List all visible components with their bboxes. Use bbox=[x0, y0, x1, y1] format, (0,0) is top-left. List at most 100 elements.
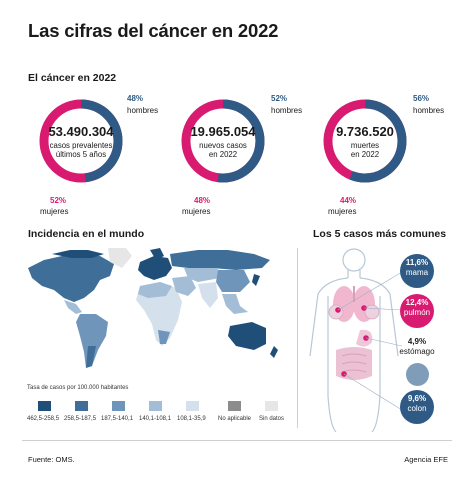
donut-ring bbox=[39, 99, 123, 183]
map-region-europe bbox=[138, 256, 172, 280]
map-region-north-america bbox=[28, 254, 114, 302]
legend-label: 140,1-108,1 bbox=[139, 416, 172, 422]
body-arms bbox=[309, 277, 399, 357]
organ-intestines bbox=[336, 347, 372, 380]
agency-credit: Agencia EFE bbox=[404, 455, 448, 464]
donut-ring bbox=[323, 99, 407, 183]
donut-men-arc bbox=[39, 99, 123, 183]
map-region-scandinavia bbox=[150, 248, 164, 260]
men-label: hombres bbox=[271, 106, 303, 115]
donut-label-line: casos prevalentes bbox=[49, 141, 113, 150]
women-pct: 48% bbox=[194, 196, 211, 205]
map-region-central-asia bbox=[184, 268, 220, 282]
legend-label: Sin datos bbox=[259, 416, 285, 422]
case-circle bbox=[400, 254, 434, 288]
legend-swatch bbox=[186, 401, 199, 411]
donut-label-line: últimos 5 años bbox=[55, 150, 107, 159]
map-region-canada-north bbox=[52, 250, 104, 258]
women-label: mujeres bbox=[328, 207, 357, 216]
case-pct: 12,4% bbox=[405, 298, 429, 307]
women-pct: 52% bbox=[50, 196, 67, 205]
map-region-africa bbox=[136, 282, 182, 346]
case-pct: 4,9% bbox=[407, 337, 427, 346]
footer-divider bbox=[22, 440, 452, 441]
donut-chart-deaths: 9.736.520 muertes en 2022 bbox=[322, 98, 408, 184]
legend-swatch bbox=[228, 401, 241, 411]
map-region-southern-africa bbox=[158, 330, 170, 344]
legend-swatch bbox=[75, 401, 88, 411]
map-region-central-america bbox=[64, 300, 82, 314]
map-region-north-africa bbox=[138, 282, 172, 298]
case-circle-label: 9,6% colon bbox=[400, 394, 434, 413]
case-circle bbox=[400, 294, 434, 328]
connector-colon bbox=[343, 373, 403, 411]
map-region-japan bbox=[252, 274, 260, 286]
women-label: mujeres bbox=[40, 207, 69, 216]
donut-chart-prevalent: 53.490.304 casos prevalentes últimos 5 a… bbox=[38, 98, 124, 184]
case-circle bbox=[400, 390, 434, 424]
body-illustration bbox=[309, 248, 403, 432]
map-region-southeast-asia bbox=[222, 294, 248, 314]
legend-label: 187,5-140,1 bbox=[101, 416, 134, 422]
map-legend-title: Tasa de casos por 100.000 habitantes bbox=[27, 385, 129, 391]
legend-label: 258,5-187,5 bbox=[64, 416, 97, 422]
connector-lung bbox=[363, 307, 403, 311]
legend-label: No aplicable bbox=[218, 416, 252, 422]
map-region-australia bbox=[228, 322, 266, 350]
donut-label-line: en 2022 bbox=[350, 150, 380, 159]
donut-label-line: nuevos casos bbox=[199, 141, 247, 150]
legend-swatch bbox=[38, 401, 51, 411]
map-region-middle-east bbox=[172, 276, 196, 296]
donut-number: 9.736.520 bbox=[336, 124, 394, 139]
case-circle bbox=[406, 363, 429, 386]
men-pct: 52% bbox=[271, 94, 288, 103]
case-pct: 9,6% bbox=[407, 394, 427, 403]
donut-ring bbox=[181, 99, 265, 183]
men-label: hombres bbox=[413, 106, 445, 115]
men-pct: 56% bbox=[413, 94, 430, 103]
map-region-russia bbox=[170, 250, 270, 270]
women-label: mujeres bbox=[182, 207, 211, 216]
page-title: Las cifras del cáncer en 2022 bbox=[28, 20, 279, 41]
map-region-new-zealand bbox=[270, 346, 278, 358]
section-title-map: Incidencia en el mundo bbox=[28, 228, 145, 240]
donut-men-arc bbox=[181, 99, 265, 183]
donut-men-arc bbox=[323, 99, 407, 183]
map-region-greenland bbox=[108, 248, 132, 268]
case-name: estómago bbox=[399, 346, 435, 356]
legend-swatch bbox=[149, 401, 162, 411]
case-circle-label: 12,4% pulmón bbox=[400, 298, 434, 317]
world-incidence-map bbox=[28, 248, 278, 368]
source-note: Fuente: OMS. bbox=[28, 455, 75, 464]
section-title-cancer: El cáncer en 2022 bbox=[28, 72, 117, 84]
connector-mama bbox=[337, 271, 403, 311]
map-region-south-america bbox=[76, 314, 108, 368]
body-head bbox=[342, 248, 366, 272]
donut-chart-new-cases: 19.965.054 nuevos casos en 2022 bbox=[180, 98, 266, 184]
donut-label: casos prevalentes últimos 5 años bbox=[38, 141, 124, 159]
donut-label-line: muertes bbox=[350, 141, 380, 150]
donut-number: 19.965.054 bbox=[190, 124, 256, 139]
donut-label-line: en 2022 bbox=[208, 150, 238, 159]
men-pct: 48% bbox=[127, 94, 144, 103]
legend-label: 108,1-35,9 bbox=[177, 416, 206, 422]
section-divider bbox=[297, 248, 298, 428]
case-pct: 11,6% bbox=[405, 258, 429, 267]
men-label: hombres bbox=[127, 106, 159, 115]
case-label-stomach: 4,9% estómago bbox=[396, 337, 438, 356]
case-name: pulmón bbox=[403, 307, 431, 317]
legend-swatch bbox=[265, 401, 278, 411]
connector-stomach bbox=[365, 337, 403, 347]
body-neck bbox=[347, 270, 361, 278]
donut-label: muertes en 2022 bbox=[322, 141, 408, 159]
section-title-top5: Los 5 casos más comunes bbox=[313, 228, 447, 240]
case-name: colon bbox=[407, 403, 427, 413]
donut-number: 53.490.304 bbox=[48, 124, 114, 139]
women-pct: 44% bbox=[340, 196, 357, 205]
legend-label: 462,5-258,5 bbox=[27, 416, 60, 422]
donut-label: nuevos casos en 2022 bbox=[180, 141, 266, 159]
case-circle-label: 11,6% mama bbox=[400, 258, 434, 277]
case-name: mama bbox=[405, 267, 429, 277]
legend-swatch bbox=[112, 401, 125, 411]
map-region-china bbox=[216, 270, 250, 292]
